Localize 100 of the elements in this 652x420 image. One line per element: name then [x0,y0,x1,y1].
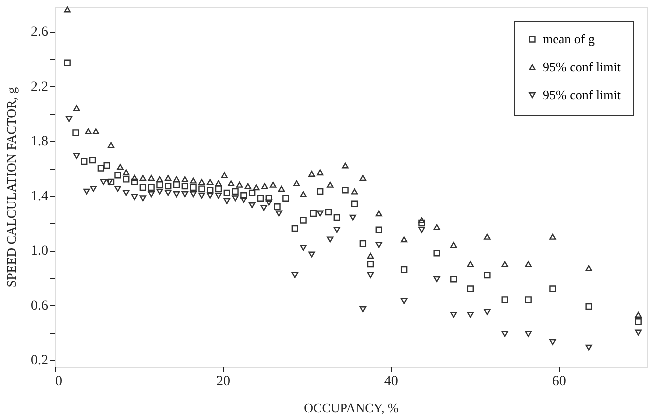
point [276,210,283,217]
point [484,309,491,316]
point [148,175,155,182]
point [400,298,408,304]
point [131,178,138,186]
point [294,180,300,187]
point [550,286,556,292]
legend-label: mean of g [543,32,596,46]
point [334,227,340,234]
point [73,153,80,160]
point [240,192,248,200]
point [215,180,222,187]
x-tick-label: 60 [552,374,566,390]
point [90,186,97,192]
point [400,236,408,243]
point [148,192,155,198]
point [342,162,349,169]
point [450,276,458,283]
y-tick-label: 0.6 [31,298,48,314]
point [165,175,172,182]
point [450,242,458,248]
point [156,188,164,195]
point [450,312,458,318]
point [190,192,197,198]
point [236,182,244,188]
point [376,210,382,217]
point [248,190,256,196]
point [300,192,307,198]
point [325,208,332,216]
point [173,192,180,198]
point [260,205,268,212]
y-tick-label: 0.2 [31,354,48,369]
point [224,198,230,204]
point [360,306,367,312]
point [198,192,206,199]
point [64,6,71,13]
point [418,227,426,234]
point [310,210,317,218]
point [586,344,592,351]
point [300,217,307,224]
point [376,242,382,248]
point [367,272,374,278]
point [73,105,80,112]
point [108,178,115,186]
point [282,195,290,202]
point [434,250,440,257]
point [525,296,532,304]
legend-label: 95% conf limit [543,88,622,102]
point [207,192,214,199]
point [64,60,71,66]
point [104,162,110,170]
point [165,190,172,196]
point [327,236,334,243]
point [400,266,408,274]
point [131,194,138,200]
point [156,176,164,182]
point [467,312,474,318]
point [248,202,256,208]
point [351,188,358,195]
point [317,170,324,176]
point [586,303,592,310]
point [257,195,264,202]
point [173,176,180,182]
point [308,252,316,258]
point [232,188,239,196]
point [123,170,130,176]
point [292,225,298,232]
point [550,234,556,240]
point [525,331,532,338]
point [190,178,197,184]
point [376,226,382,234]
x-tick-label: 40 [384,374,398,390]
y-tick-label: 1.8 [31,134,48,150]
point [207,187,214,194]
x-axis-title: OCCUPANCY, % [304,400,399,416]
point [140,196,147,202]
point [156,182,164,188]
point [72,130,80,136]
point [66,116,73,122]
point [327,182,334,188]
legend-label: 95% conf limit [543,60,622,74]
point [300,244,307,251]
point [635,312,642,318]
point [467,286,474,292]
point [198,186,206,192]
point [100,179,108,186]
point [92,128,100,135]
point [232,196,239,202]
point [173,182,180,188]
y-tick-label: 2.2 [31,80,48,95]
point [148,184,155,192]
point [367,253,374,260]
y-tick-label: 2.6 [31,25,48,40]
point [367,261,374,268]
point [81,158,88,166]
point [117,164,124,170]
point [351,200,358,208]
point [224,190,230,196]
point [182,176,188,182]
point [89,156,96,164]
